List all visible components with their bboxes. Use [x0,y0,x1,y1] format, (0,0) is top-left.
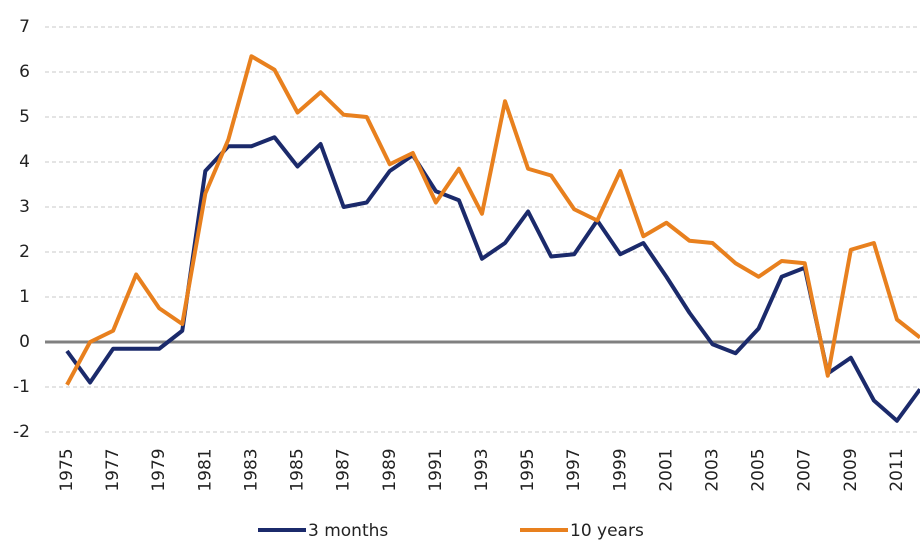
series-line [65,135,920,423]
x-tick-label: 1991 [426,448,446,491]
y-tick-label: 3 [19,197,30,217]
x-tick-label: 2003 [703,448,723,491]
y-tick-label: 7 [19,17,30,37]
y-tick-label: 1 [19,287,30,307]
x-tick-label: 1975 [57,448,77,491]
x-tick-label: 2001 [656,448,676,491]
series-line [65,54,920,386]
x-tick-label: 1993 [472,448,492,491]
x-tick-label: 1995 [518,448,538,491]
x-tick-label: 2009 [841,448,861,491]
y-tick-label: -2 [13,422,30,442]
x-tick-label: 1997 [564,448,584,491]
x-tick-label: 1983 [241,448,261,491]
y-tick-label: 5 [19,107,30,127]
x-tick-label: 2005 [749,448,769,491]
y-tick-label: 6 [19,62,30,82]
x-tick-label: 1999 [610,448,630,491]
legend-label: 3 months [308,521,388,541]
x-tick-label: 1981 [195,448,215,491]
x-tick-label: 1977 [103,448,123,491]
x-tick-label: 1987 [334,448,354,491]
x-tick-label: 1979 [149,448,169,491]
y-tick-label: -1 [13,377,30,397]
y-tick-label: 2 [19,242,30,262]
legend-label: 10 years [570,521,644,541]
x-tick-label: 2011 [887,448,907,491]
y-tick-label: 4 [19,152,30,172]
x-tick-label: 1989 [380,448,400,491]
x-tick-label: 1985 [288,448,308,491]
x-tick-label: 2007 [795,448,815,491]
y-tick-label: 0 [19,332,30,352]
